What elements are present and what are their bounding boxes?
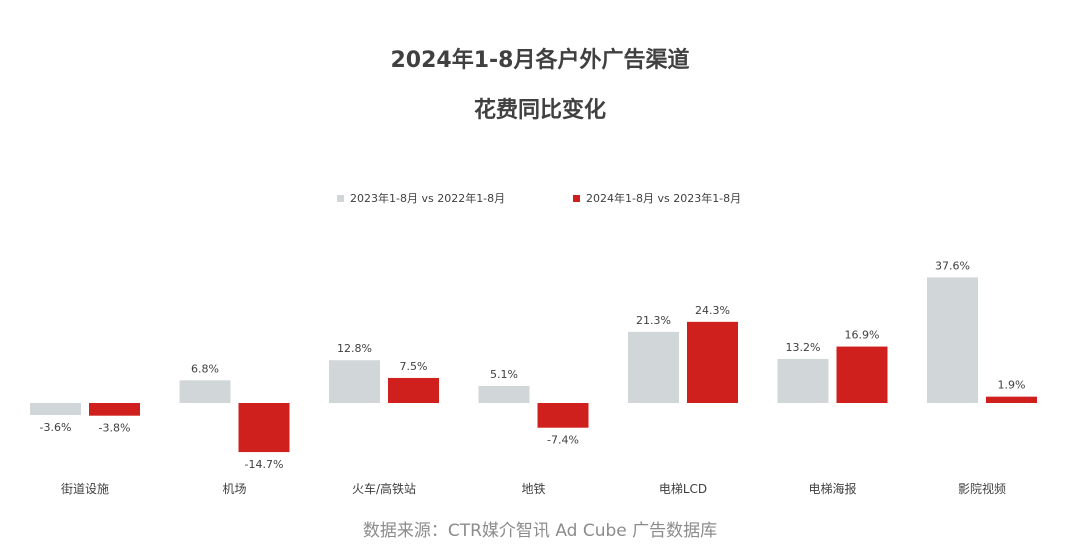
bar-2-5: [687, 321, 738, 403]
bar-2-4: [537, 403, 589, 428]
legend-swatch-series-1: [337, 194, 344, 202]
bar-2-7: [986, 396, 1037, 403]
category-label-7: 影院视频: [958, 481, 1006, 496]
data-label-1-4: 5.1%: [490, 368, 518, 381]
data-source-note: 数据来源：CTR媒介智讯 Ad Cube 广告数据库: [362, 521, 718, 541]
data-label-2-2: -14.7%: [245, 458, 284, 471]
data-label-2-5: 24.3%: [695, 304, 730, 317]
data-label-2-6: 16.9%: [845, 329, 880, 342]
chart-subtitle: 花费同比变化: [473, 98, 606, 123]
bar-1-5: [628, 331, 679, 403]
category-label-2: 机场: [222, 482, 246, 496]
bar-2-3: [388, 377, 439, 403]
data-label-1-2: 6.8%: [191, 362, 219, 375]
legend-label-series-1: 2023年1-8月 vs 2022年1-8月: [350, 192, 506, 205]
bar-1-4: [478, 385, 530, 403]
data-label-1-7: 37.6%: [935, 259, 970, 272]
bar-2-2: [238, 403, 290, 453]
category-label-1: 街道设施: [61, 482, 109, 496]
category-label-6: 电梯海报: [808, 481, 856, 496]
bar-1-1: [30, 403, 81, 416]
bar-2-6: [836, 346, 888, 403]
legend-item-series-2: 2024年1-8月 vs 2023年1-8月: [573, 190, 741, 206]
category-label-4: 地铁: [521, 482, 545, 496]
bar-1-7: [927, 277, 978, 403]
legend-item-series-1: 2023年1-8月 vs 2022年1-8月: [337, 190, 505, 206]
category-label-5: 电梯LCD: [659, 482, 707, 496]
data-label-1-6: 13.2%: [786, 341, 821, 354]
legend-label-series-2: 2024年1-8月 vs 2023年1-8月: [586, 192, 742, 205]
bar-chart: -3.6% -3.8% 街道设施 6.8% -14.7% 机场 12.8% 7.5% 火车/高铁…: [30, 259, 1037, 496]
data-label-1-1: -3.6%: [40, 421, 72, 434]
data-label-2-1: -3.8%: [99, 422, 131, 435]
category-label-3: 火车/高铁站: [352, 481, 416, 496]
data-label-2-3: 7.5%: [400, 360, 428, 373]
data-label-1-5: 21.3%: [636, 314, 671, 327]
chart-title: 2024年1-8月各户外广告渠道: [390, 48, 690, 73]
bar-2-1: [89, 403, 140, 416]
bar-1-3: [329, 360, 380, 403]
data-label-1-3: 12.8%: [337, 342, 372, 355]
bar-1-6: [777, 358, 829, 403]
data-label-2-4: -7.4%: [547, 434, 579, 447]
legend-swatch-series-2: [573, 194, 580, 202]
data-label-2-7: 1.9%: [998, 379, 1026, 392]
bar-1-2: [179, 380, 231, 403]
